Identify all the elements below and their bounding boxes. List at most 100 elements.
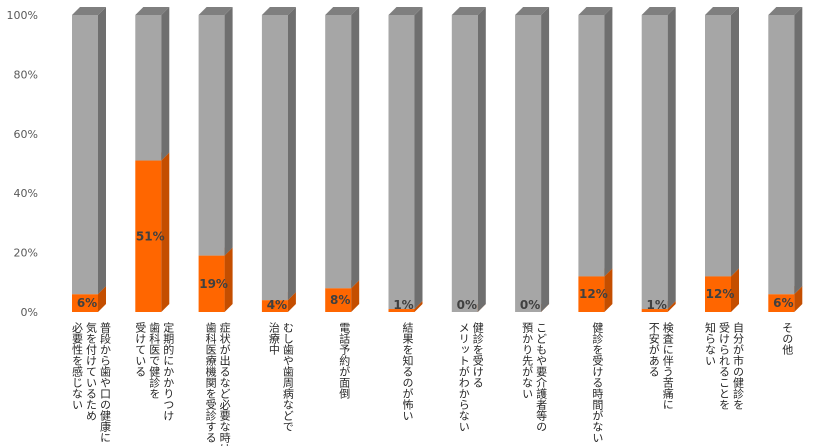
data-label: 6% (77, 296, 97, 310)
bar-side (667, 301, 676, 312)
category-label: 電話予約が面倒 (338, 322, 351, 399)
bar-side (414, 7, 423, 310)
category-label-line: 症状が出るなど必要な時は (218, 321, 231, 446)
bars (72, 7, 803, 312)
bar-front (578, 276, 605, 312)
bar-side (351, 7, 360, 289)
bar-front (705, 15, 731, 277)
bar-front (72, 15, 98, 295)
bar-side (731, 7, 739, 277)
bar-side (794, 286, 803, 312)
bar-side (287, 7, 296, 301)
bar-front (388, 15, 415, 310)
category-label-line: こどもや要介護者等の (535, 322, 548, 432)
bar-side (161, 152, 170, 312)
bar-top (451, 7, 486, 15)
bar-side (541, 7, 550, 312)
data-label: 0% (520, 298, 540, 312)
data-label: 19% (199, 277, 228, 291)
bar-side (731, 268, 739, 312)
category-label-line: 受けている (134, 322, 147, 377)
bar-segment (198, 7, 233, 256)
data-label: 51% (136, 229, 165, 243)
bar-top (388, 7, 423, 15)
bar-top (72, 7, 106, 15)
data-label: 6% (773, 296, 793, 310)
bar-side (161, 7, 170, 161)
y-tick-label: 100% (7, 9, 38, 22)
category-label-line: 知らない (704, 321, 717, 366)
category-label-line: 受けられることを (718, 322, 731, 410)
data-label: 0% (457, 298, 477, 312)
bar-segment (641, 7, 676, 310)
category-label-line: 健診を受ける (471, 322, 484, 388)
bar-side (98, 286, 106, 312)
category-label-line: 預かり先がない (521, 322, 534, 399)
bar-top (135, 7, 170, 15)
bar-side (351, 280, 360, 312)
y-tick-label: 40% (14, 187, 38, 200)
bar-front (768, 294, 795, 312)
data-labels: 6% 51% 19% 4% 8% 1% 0% 0% 12% 1% 12% 6% (77, 229, 794, 312)
bar-front (768, 15, 795, 295)
bar-segment (261, 7, 296, 301)
bar-segment (388, 7, 423, 310)
bar-front (325, 15, 352, 289)
data-label: 12% (579, 287, 608, 301)
bar-segment (135, 7, 170, 161)
data-label: 4% (267, 298, 287, 312)
bar-top (261, 7, 296, 15)
bar-side (98, 7, 106, 295)
bar-front (451, 15, 478, 312)
category-label-line: 必要性を感じない (71, 322, 84, 410)
bar-segment (768, 7, 803, 295)
bar-front (705, 276, 731, 312)
category-label: 健診を受ける時間がない (591, 322, 604, 443)
bar-top (578, 7, 613, 15)
category-label-line: 電話予約が面倒 (338, 322, 351, 399)
bar-front (135, 15, 162, 161)
bar-segment (72, 7, 106, 295)
bar-front (641, 309, 668, 312)
bar-front (261, 15, 288, 301)
category-label-line: むし歯や歯周病などで (281, 322, 294, 432)
bar-top (705, 7, 739, 15)
bar-side (414, 301, 423, 312)
bar-front (72, 294, 98, 312)
category-label: その他 (781, 322, 794, 355)
bar-side (604, 7, 613, 277)
bar-front (261, 300, 288, 312)
bar-segment (451, 7, 486, 312)
category-label-line: 健診を受ける時間がない (591, 322, 604, 443)
data-label: 1% (393, 298, 413, 312)
bar-top (198, 7, 233, 15)
data-label: 12% (706, 287, 735, 301)
y-axis: 0% 20% 40% 60% 80% 100% (7, 9, 38, 319)
bar-segment (578, 7, 613, 277)
data-label: 8% (330, 293, 350, 307)
bar-front (198, 255, 225, 312)
category-label-line: 治療中 (267, 321, 280, 355)
bar-front (578, 15, 605, 277)
bar-segment (325, 7, 360, 289)
bar-front (198, 15, 225, 256)
category-label-line: 検査に伴う苦痛に (661, 321, 674, 410)
bar-front (325, 288, 352, 312)
bar-front (388, 309, 415, 312)
bar-side (667, 7, 676, 310)
bar-top (768, 7, 803, 15)
category-label-line: 定期的にかかりつけ (162, 321, 175, 421)
bar-top (515, 7, 550, 15)
bar-segment (705, 7, 739, 277)
bar-front (515, 15, 542, 312)
bar-side (224, 7, 233, 256)
bar-front (135, 160, 162, 312)
y-tick-label: 20% (14, 247, 38, 260)
